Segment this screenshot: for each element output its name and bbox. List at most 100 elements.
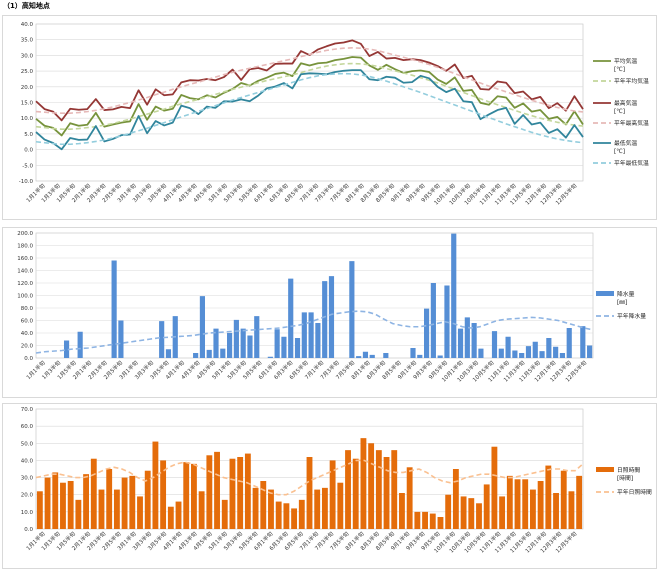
bar [60,482,66,529]
bar [175,501,182,529]
bar [44,477,51,529]
bar [460,496,467,529]
bar [121,477,128,529]
legend-swatch [596,467,614,472]
bar [52,472,59,529]
bar [391,450,398,529]
bar [423,308,430,358]
bar [301,312,307,358]
y-tick-label: 20.0 [21,85,34,91]
y-tick-label: 35.0 [21,38,34,44]
bar [537,481,544,529]
y-tick-label: 0.0 [24,148,33,154]
y-tick-label: 60.0 [21,319,34,325]
y-tick-label: 20.0 [21,344,34,350]
bar [560,470,567,529]
bar [546,338,552,358]
y-tick-label: 10.0 [21,510,34,516]
bar [237,457,244,529]
y-tick-label: 10.0 [21,116,34,122]
legend-label: 平年平均気温 [614,77,649,85]
bar [315,323,321,358]
bar [314,489,321,529]
bar [214,451,220,529]
y-tick-label: 120.0 [17,281,33,287]
bar [483,484,490,529]
bar [36,491,43,529]
bar [213,328,219,358]
bar [233,319,239,358]
y-tick-label: 140.0 [17,269,33,275]
y-tick-label: 200.0 [17,231,33,237]
bar [369,354,375,358]
bar [451,233,457,358]
bar [422,511,428,529]
bar [160,460,167,529]
bar [227,333,233,358]
bar [254,316,260,358]
legend-label: 降水量[㎜] [617,290,635,306]
bar [410,348,416,358]
bar [322,281,328,358]
bar [352,458,359,529]
precipitation-chart: 200.0 180.0 160.0 140.0 120.0 100.0 80.0 60.0 40… [17,231,646,384]
bar [519,353,525,358]
y-tick-label: 40.0 [21,331,34,337]
bar [275,501,282,529]
y-tick-label: 70.0 [21,407,34,413]
bar [298,499,305,529]
bar [452,469,459,529]
temperature-chart: 40.0 35.0 30.0 25.0 20.0 15.0 10.0 5.0 0.0 -5.0 -1… [19,22,649,207]
bar [375,450,382,529]
y-tick-label: 60.0 [21,424,34,430]
temperature-chart-panel: 40.0 35.0 30.0 25.0 20.0 15.0 10.0 5.0 0.0 -5.0 -1… [2,15,657,220]
bar [437,355,443,358]
bar [399,493,405,529]
bar [152,441,159,529]
bar [553,493,559,529]
y-tick-label: -10.0 [19,179,34,185]
bar [414,511,421,529]
y-tick-label: 0.0 [24,527,33,533]
legend-label: 平年降水量 [617,312,646,320]
bar [566,328,572,358]
bar [118,320,124,358]
bar [267,356,273,358]
bar [291,508,298,529]
bar [67,481,74,529]
legend-label: 平年最高気温 [614,119,649,127]
y-tick-label: 100.0 [17,294,33,300]
y-tick-label: 5.0 [24,132,33,138]
bar [113,489,120,529]
bar [360,438,367,529]
bar [559,353,566,358]
y-tick-label: 25.0 [21,69,34,75]
page-title: （1）高知地点 [3,2,50,10]
bar [514,479,521,529]
bar [491,331,498,358]
bar [247,335,253,358]
bar [545,465,552,529]
legend: 降水量[㎜] 平年降水量 [596,290,646,320]
bar [159,321,165,358]
bar [268,489,274,529]
series-line [35,310,594,354]
bar [417,354,423,358]
bar [468,498,475,529]
bar [129,475,136,529]
bar [445,494,452,529]
bar [63,340,70,358]
bar [356,356,362,358]
bar [491,446,498,529]
bar [308,312,314,358]
bar [576,475,583,529]
bar [321,487,328,529]
legend: 日照時間[時間] 平年日照時間 [596,466,652,496]
y-tick-label: 160.0 [17,256,33,262]
legend-label: 平均気温[℃] [614,57,637,73]
bar [274,329,280,358]
bar [478,348,484,358]
bar [98,489,105,529]
bar [430,283,436,358]
